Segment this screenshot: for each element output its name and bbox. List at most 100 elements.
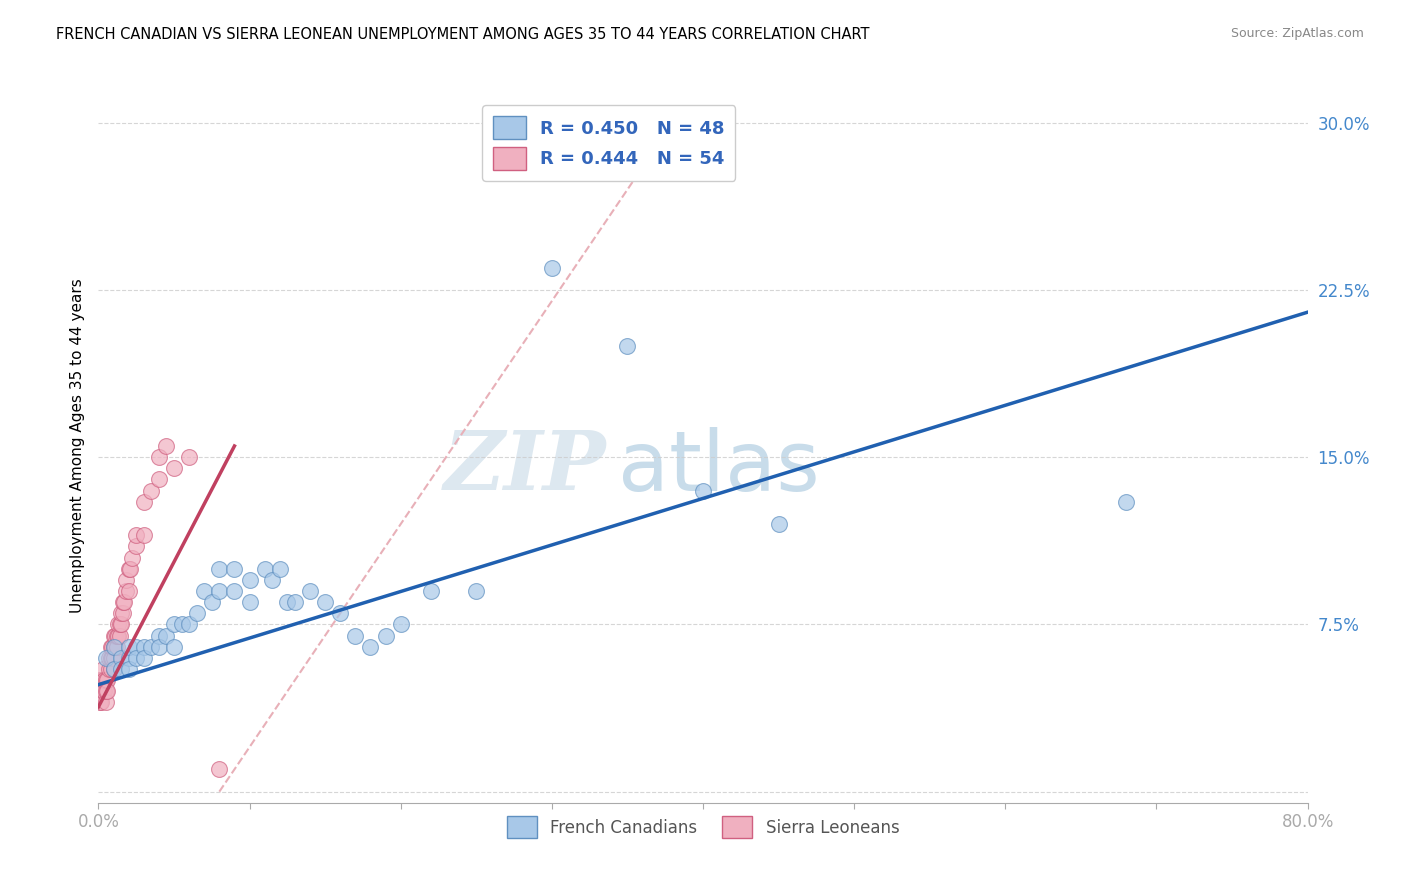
Point xyxy=(125,528,148,542)
Point xyxy=(269,562,291,576)
Point xyxy=(179,450,201,464)
Point xyxy=(125,640,148,654)
Point xyxy=(118,562,141,576)
Point xyxy=(314,595,336,609)
Point xyxy=(114,583,136,598)
Point xyxy=(125,651,148,665)
Point xyxy=(107,628,129,642)
Point xyxy=(163,640,186,654)
Point xyxy=(132,494,155,508)
Text: ZIP: ZIP xyxy=(444,427,606,508)
Point xyxy=(208,562,231,576)
Point xyxy=(103,651,125,665)
Point xyxy=(98,662,121,676)
Point xyxy=(193,583,215,598)
Point xyxy=(91,662,114,676)
Point xyxy=(420,583,443,598)
Point xyxy=(94,684,117,698)
Point xyxy=(239,595,262,609)
Point xyxy=(208,762,231,776)
Point xyxy=(125,539,148,553)
Point xyxy=(118,651,141,665)
Point xyxy=(94,651,117,665)
Point xyxy=(94,696,117,710)
Point xyxy=(96,673,118,687)
Point xyxy=(104,628,127,642)
Point xyxy=(186,607,208,621)
Point xyxy=(179,617,201,632)
Legend: French Canadians, Sierra Leoneans: French Canadians, Sierra Leoneans xyxy=(501,810,905,845)
Point xyxy=(104,640,127,654)
Point xyxy=(1115,494,1137,508)
Point xyxy=(110,607,132,621)
Point xyxy=(107,617,129,632)
Point xyxy=(110,651,132,665)
Text: Source: ZipAtlas.com: Source: ZipAtlas.com xyxy=(1230,27,1364,40)
Point xyxy=(103,640,125,654)
Point xyxy=(118,662,141,676)
Point xyxy=(141,483,163,498)
Point xyxy=(253,562,276,576)
Point xyxy=(170,617,193,632)
Point xyxy=(114,573,136,587)
Point xyxy=(101,640,124,654)
Point xyxy=(692,483,714,498)
Point xyxy=(276,595,298,609)
Text: FRENCH CANADIAN VS SIERRA LEONEAN UNEMPLOYMENT AMONG AGES 35 TO 44 YEARS CORRELA: FRENCH CANADIAN VS SIERRA LEONEAN UNEMPL… xyxy=(56,27,870,42)
Point xyxy=(89,696,111,710)
Point xyxy=(374,628,396,642)
Point xyxy=(105,628,128,642)
Point xyxy=(118,640,141,654)
Text: atlas: atlas xyxy=(619,427,820,508)
Point xyxy=(110,662,132,676)
Point xyxy=(141,640,163,654)
Point xyxy=(540,260,562,275)
Point xyxy=(90,696,112,710)
Point xyxy=(163,617,186,632)
Point xyxy=(90,673,112,687)
Point xyxy=(148,640,170,654)
Y-axis label: Unemployment Among Ages 35 to 44 years: Unemployment Among Ages 35 to 44 years xyxy=(69,278,84,614)
Point xyxy=(93,673,115,687)
Point xyxy=(465,583,488,598)
Point xyxy=(100,640,122,654)
Point xyxy=(101,651,124,665)
Point xyxy=(103,640,125,654)
Point xyxy=(100,662,122,676)
Point xyxy=(98,651,121,665)
Point xyxy=(208,583,231,598)
Point xyxy=(108,628,131,642)
Point xyxy=(93,684,115,698)
Point xyxy=(148,450,170,464)
Point xyxy=(132,651,155,665)
Point xyxy=(94,673,117,687)
Point xyxy=(132,640,155,654)
Point xyxy=(616,338,638,352)
Point xyxy=(110,617,132,632)
Point xyxy=(100,651,122,665)
Point xyxy=(155,439,177,453)
Point xyxy=(201,595,224,609)
Point xyxy=(299,583,322,598)
Point xyxy=(120,562,142,576)
Point xyxy=(111,607,134,621)
Point xyxy=(89,673,111,687)
Point xyxy=(103,662,125,676)
Point xyxy=(132,528,155,542)
Point xyxy=(163,461,186,475)
Point xyxy=(118,583,141,598)
Point xyxy=(148,628,170,642)
Point xyxy=(239,573,262,587)
Point xyxy=(224,583,246,598)
Point xyxy=(105,640,128,654)
Point xyxy=(329,607,352,621)
Point xyxy=(103,662,125,676)
Point xyxy=(108,617,131,632)
Point xyxy=(262,573,284,587)
Point xyxy=(224,562,246,576)
Point xyxy=(112,595,135,609)
Point xyxy=(344,628,367,642)
Point xyxy=(360,640,382,654)
Point xyxy=(91,684,114,698)
Point xyxy=(389,617,412,632)
